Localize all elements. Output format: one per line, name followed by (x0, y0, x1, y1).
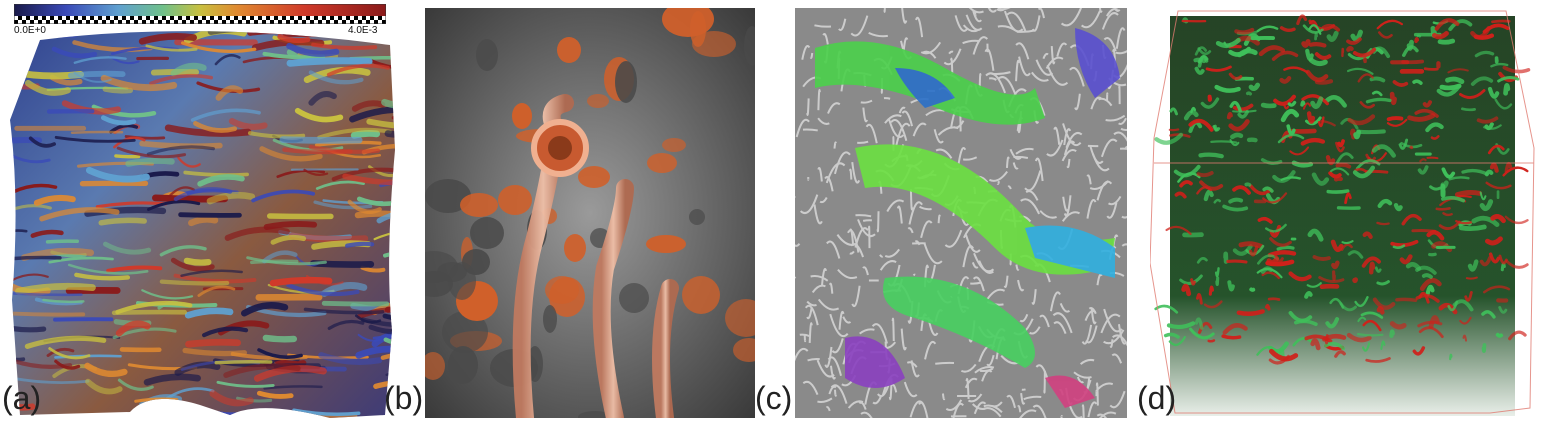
colorbar-max-label: 4.0E-3 (348, 25, 378, 36)
panel-a-render (10, 31, 395, 418)
panel-b-render (425, 8, 755, 418)
panel-a-image: 0.0E+0 4.0E-3 (0, 0, 400, 424)
panel-c-render (795, 8, 1127, 418)
panel-b-label: (b) (384, 380, 424, 416)
panel-b-image (425, 8, 755, 418)
panel-d-render (1150, 8, 1535, 418)
colorbar-gradient (14, 4, 386, 24)
colorbar-min-label: 0.0E+0 (14, 25, 46, 36)
panel-d-image (1150, 8, 1535, 418)
panel-d-label: (d) (1137, 380, 1177, 416)
panel-a-label: (a) (2, 380, 42, 416)
colorbar (14, 4, 386, 24)
panel-c-label: (c) (755, 380, 793, 416)
panel-c-image (795, 8, 1127, 418)
